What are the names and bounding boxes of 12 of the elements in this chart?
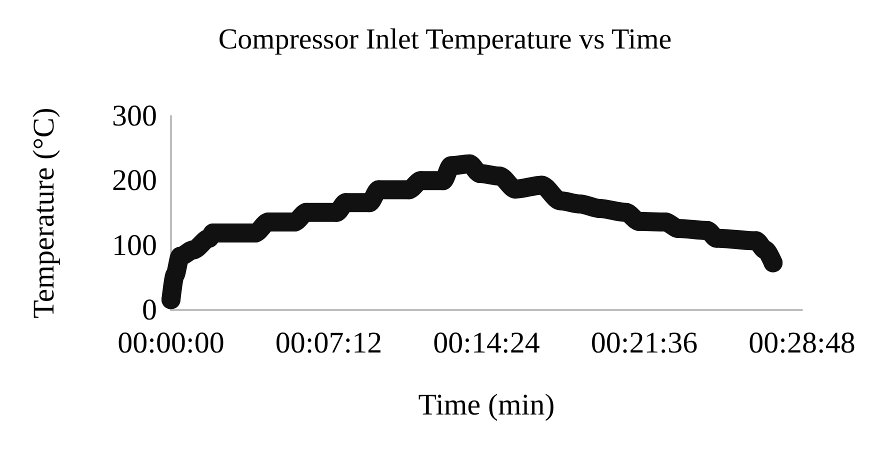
x-tick-label: 00:21:36 [590,326,698,360]
chart-title: Compressor Inlet Temperature vs Time [218,24,672,56]
y-tick-label: 100 [112,228,157,262]
x-tick-label: 00:07:12 [275,326,382,360]
x-tick-label: 00:00:00 [118,326,224,360]
x-tick-label: 00:28:48 [748,326,856,360]
y-tick-label: 0 [142,294,157,326]
y-tick-label: 300 [112,100,157,132]
x-axis-title: Time (min) [418,388,555,422]
y-tick-label: 200 [112,164,157,198]
y-axis-title: Temperature (°C) [28,108,60,318]
x-tick-label: 00:14:24 [433,326,540,360]
